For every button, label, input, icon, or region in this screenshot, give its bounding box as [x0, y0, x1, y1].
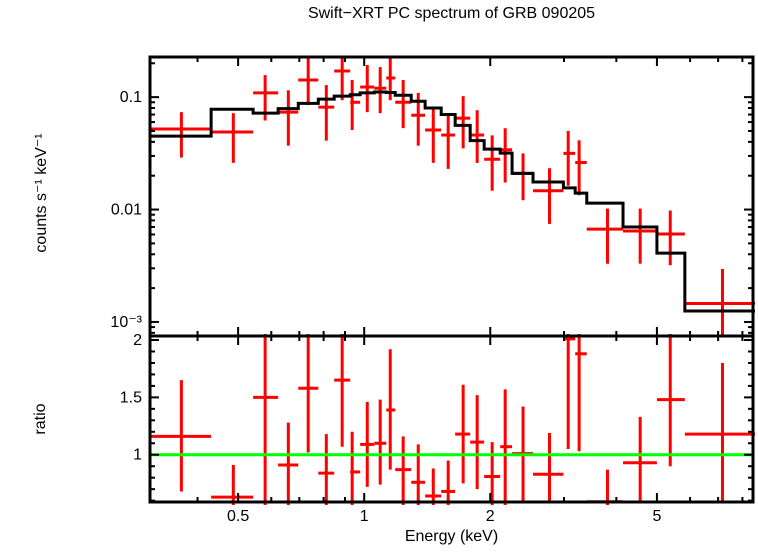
y-tick-label: 1.5 [120, 389, 142, 406]
ratio-data-layer [150, 334, 755, 505]
axes-layer: 0.5 1 2 5 0.1 0.01 10⁻³ 1 1.5 2 [110, 55, 755, 525]
spectrum-data-layer [150, 56, 755, 335]
model-layer [150, 90, 755, 313]
y-tick-label: 0.01 [111, 202, 142, 219]
x-tick-label: 0.5 [227, 508, 249, 525]
chart-title: Swift−XRT PC spectrum of GRB 090205 [307, 5, 596, 22]
spectrum-frame [148, 55, 755, 338]
x-axis-label-energy: Energy (keV) [404, 528, 499, 545]
x-tick-label: 1 [360, 508, 369, 525]
y-tick-label: 0.1 [120, 89, 142, 106]
model-step-line [150, 90, 755, 313]
y-tick-label: 2 [133, 332, 142, 349]
x-tick-label: 2 [486, 508, 495, 525]
ratio-frame [148, 334, 755, 504]
y-tick-label: 10⁻³ [110, 314, 142, 331]
x-tick-label: 5 [652, 508, 661, 525]
y-tick-label: 1 [133, 447, 142, 464]
